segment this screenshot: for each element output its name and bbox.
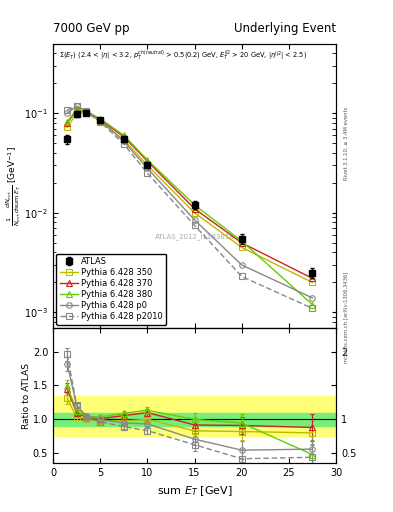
Y-axis label: $\frac{1}{N_{evt}}\frac{dN_{evt}}{d\mathrm{sum}\ E_T}$ [GeV$^{-1}$]: $\frac{1}{N_{evt}}\frac{dN_{evt}}{d\math…: [4, 146, 23, 226]
Text: mcplots.cern.ch [arXiv:1306.3436]: mcplots.cern.ch [arXiv:1306.3436]: [344, 272, 349, 363]
Text: Underlying Event: Underlying Event: [234, 22, 336, 35]
Text: $\Sigma(E_T)$ (2.4 < |$\eta$| < 3.2, $p_T^{ch(neutral)}$ > 0.5(0.2) GeV, $E_T^{l: $\Sigma(E_T)$ (2.4 < |$\eta$| < 3.2, $p_…: [59, 48, 307, 62]
Text: Rivet 3.1.10, ≥ 3.4M events: Rivet 3.1.10, ≥ 3.4M events: [344, 106, 349, 180]
Y-axis label: Ratio to ATLAS: Ratio to ATLAS: [22, 362, 31, 429]
Text: ATLAS_2012_I1183818: ATLAS_2012_I1183818: [154, 233, 235, 240]
X-axis label: sum $E_T$ [GeV]: sum $E_T$ [GeV]: [157, 484, 232, 498]
Legend: ATLAS, Pythia 6.428 350, Pythia 6.428 370, Pythia 6.428 380, Pythia 6.428 p0, Py: ATLAS, Pythia 6.428 350, Pythia 6.428 37…: [56, 253, 167, 325]
Text: 7000 GeV pp: 7000 GeV pp: [53, 22, 130, 35]
